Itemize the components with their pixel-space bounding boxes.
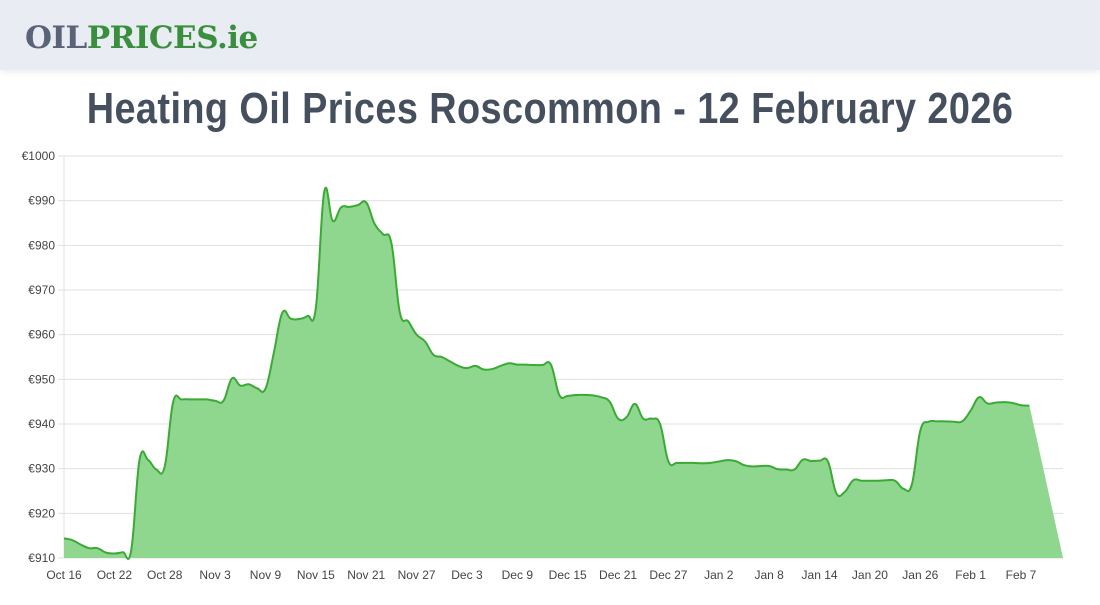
- x-tick-label: Nov 15: [297, 568, 335, 582]
- y-tick-label: €980: [28, 238, 55, 252]
- y-tick-label: €920: [28, 506, 55, 520]
- x-tick-label: Nov 21: [347, 568, 385, 582]
- logo-text-oil: OIL: [25, 20, 87, 56]
- x-tick-label: Dec 9: [502, 568, 534, 582]
- y-tick-label: €910: [28, 551, 55, 565]
- y-tick-label: €950: [28, 372, 55, 386]
- x-tick-label: Jan 8: [754, 568, 784, 582]
- x-tick-label: Dec 15: [549, 568, 587, 582]
- price-area-chart[interactable]: €1000 €990 €980 €970 €960 €950 €940 €930 €920 €91…: [0, 140, 1100, 600]
- page-title: Heating Oil Prices Roscommon - 12 Februa…: [86, 84, 1014, 133]
- x-tick-label: Jan 26: [902, 568, 938, 582]
- price-line[interactable]: [63, 187, 1030, 560]
- y-tick-label: €960: [28, 328, 55, 342]
- x-tick-label: Jan 2: [704, 568, 734, 582]
- y-tick-label: €970: [28, 283, 55, 297]
- x-tick-label: Nov 9: [250, 568, 282, 582]
- x-tick-label: Nov 27: [398, 568, 436, 582]
- price-area-fill: [64, 187, 1063, 559]
- x-tick-label: Jan 20: [852, 568, 888, 582]
- y-tick-label: €930: [28, 462, 55, 476]
- x-tick-label: Dec 27: [649, 568, 687, 582]
- x-tick-label: Feb 7: [1006, 568, 1037, 582]
- x-tick-label: Dec 3: [451, 568, 483, 582]
- x-tick-label: Nov 3: [199, 568, 231, 582]
- x-tick-label: Oct 16: [46, 568, 82, 582]
- price-chart[interactable]: €1000 €990 €980 €970 €960 €950 €940 €930 €920 €91…: [0, 140, 1100, 600]
- x-tick-label: Oct 28: [147, 568, 183, 582]
- site-header: OILPRICES.ie: [0, 0, 1100, 70]
- x-tick-label: Feb 1: [955, 568, 986, 582]
- y-tick-label: €940: [28, 417, 55, 431]
- y-tick-label: €990: [28, 194, 55, 208]
- x-tick-label: Oct 22: [97, 568, 133, 582]
- y-tick-label: €1000: [22, 149, 56, 163]
- site-logo[interactable]: OILPRICES.ie: [25, 18, 258, 58]
- x-tick-label: Dec 21: [599, 568, 637, 582]
- logo-text-prices: PRICES.ie: [86, 20, 258, 56]
- x-tick-label: Jan 14: [802, 568, 838, 582]
